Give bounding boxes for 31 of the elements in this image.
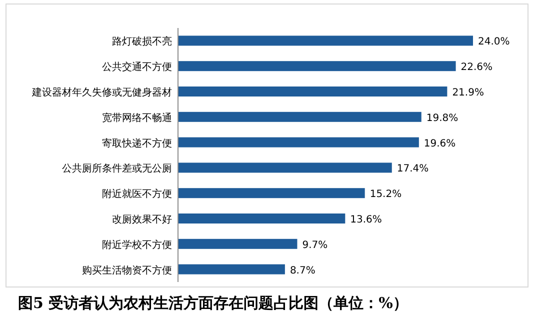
bar	[178, 264, 285, 274]
data-label: 13.6%	[350, 214, 382, 226]
text: 图5 受访者认为农村生活方面存在问题占比图（单位：%）	[18, 294, 408, 312]
data-label: 15.2%	[370, 189, 402, 200]
y-tick-label: 改厕效果不好	[112, 214, 172, 226]
data-label: 24.0%	[478, 36, 510, 48]
y-tick-label: 宽带网络不畅通	[102, 112, 172, 124]
bar	[178, 188, 365, 198]
data-label: 19.6%	[424, 138, 456, 150]
y-tick-label: 附近学校不方便	[102, 238, 172, 251]
y-tick-label: 公共交通不方便	[102, 61, 172, 74]
y-tick-label: 路灯破损不亮	[112, 36, 172, 48]
data-label: 17.4%	[396, 164, 429, 175]
y-tick-label: 公共厕所条件差或无公厕	[62, 162, 172, 175]
bar	[178, 214, 346, 224]
data-label: 9.7%	[302, 240, 328, 251]
bar	[178, 86, 448, 96]
bar	[178, 36, 473, 46]
y-tick-label: 建设器材年久失修或无健身器材	[31, 86, 172, 98]
bar	[178, 137, 419, 148]
data-label: 21.9%	[452, 88, 484, 98]
y-tick-label: 寄取快递不方便	[102, 137, 172, 150]
y-tick-label: 购买生活物资不方便	[82, 264, 172, 276]
bar	[178, 162, 392, 173]
data-label: 19.8%	[426, 112, 458, 124]
bar	[178, 61, 456, 72]
data-label: 8.7%	[290, 265, 316, 276]
bar	[178, 238, 298, 249]
bar	[178, 112, 422, 122]
y-tick-label: 附近就医不方便	[102, 188, 172, 200]
data-label: 22.6%	[460, 62, 493, 74]
